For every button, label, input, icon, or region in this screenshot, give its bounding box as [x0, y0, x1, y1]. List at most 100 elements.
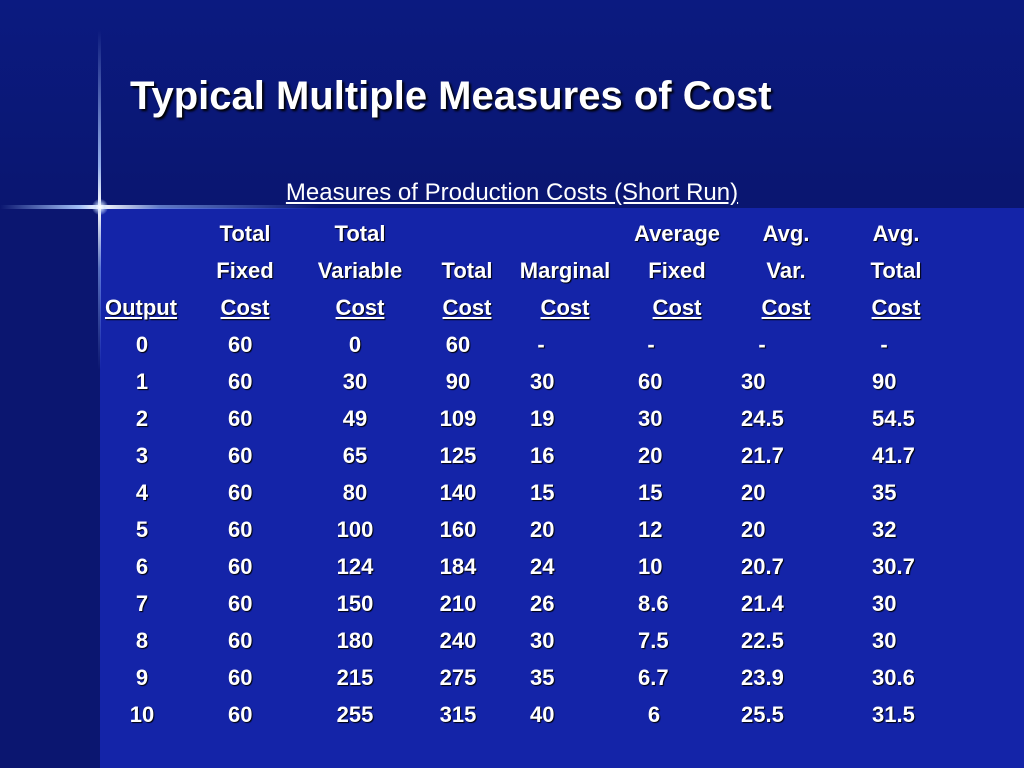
- column-header: Avg.: [872, 221, 920, 246]
- table-cell: 30: [638, 406, 663, 431]
- table-cell: 20.7: [741, 554, 784, 579]
- table-cell: 8: [135, 628, 149, 653]
- column-header: Variable: [317, 258, 403, 283]
- table-cell: 7: [135, 591, 149, 616]
- table-cell: 20: [741, 480, 766, 505]
- table-cell: 60: [228, 406, 253, 431]
- table-cell: 21.7: [741, 443, 784, 468]
- background-left-strip: [0, 208, 100, 768]
- column-header: Var.: [766, 258, 806, 283]
- table-cell: 31.5: [872, 702, 915, 727]
- table-cell: 240: [439, 628, 477, 653]
- table-cell: 10: [638, 554, 663, 579]
- table-cell: 6: [647, 702, 661, 727]
- column-header: Avg.: [762, 221, 810, 246]
- table-cell: 8.6: [638, 591, 669, 616]
- table-cell: 100: [336, 517, 374, 542]
- table-cell: 65: [342, 443, 368, 468]
- table-cell: 24: [530, 554, 555, 579]
- table-cell: 23.9: [741, 665, 784, 690]
- table-cell: 9: [135, 665, 149, 690]
- table-cell: 60: [638, 369, 663, 394]
- table-cell: 4: [135, 480, 149, 505]
- background-panel: [100, 208, 1024, 768]
- table-cell: 30: [530, 369, 555, 394]
- table-cell: 20: [530, 517, 555, 542]
- table-cell: 1: [135, 369, 149, 394]
- table-cell: 255: [336, 702, 374, 727]
- column-header: Cost: [540, 295, 590, 320]
- column-header: Cost: [871, 295, 921, 320]
- column-header: Total: [334, 221, 386, 246]
- column-header: Cost: [442, 295, 492, 320]
- table-cell: 0: [135, 332, 149, 357]
- table-cell: 150: [336, 591, 374, 616]
- table-cell: 124: [336, 554, 374, 579]
- table-cell: 60: [228, 591, 253, 616]
- table-cell: 30: [530, 628, 555, 653]
- column-header: Average: [633, 221, 721, 246]
- column-header: Cost: [335, 295, 385, 320]
- table-cell: 30: [872, 591, 897, 616]
- table-cell: 210: [439, 591, 477, 616]
- column-header: Output: [104, 295, 178, 320]
- table-cell: 140: [439, 480, 477, 505]
- slide-title: Typical Multiple Measures of Cost: [130, 74, 772, 118]
- table-cell: 20: [741, 517, 766, 542]
- table-cell: 35: [872, 480, 897, 505]
- table-cell: 16: [530, 443, 555, 468]
- table-cell: 30.6: [872, 665, 915, 690]
- table-cell: 10: [129, 702, 155, 727]
- table-cell: -: [647, 332, 655, 357]
- table-cell: 32: [872, 517, 897, 542]
- column-header: Fixed: [216, 258, 274, 283]
- table-cell: 25.5: [741, 702, 784, 727]
- table-cell: 19: [530, 406, 555, 431]
- column-header: Fixed: [648, 258, 706, 283]
- table-cell: 30.7: [872, 554, 915, 579]
- column-header: Total: [219, 221, 271, 246]
- table-cell: 60: [228, 665, 253, 690]
- table-cell: 24.5: [741, 406, 784, 431]
- table-cell: 90: [445, 369, 471, 394]
- table-cell: 12: [638, 517, 663, 542]
- table-cell: 6: [135, 554, 149, 579]
- column-header: Cost: [220, 295, 270, 320]
- table-cell: 184: [439, 554, 477, 579]
- column-header: Marginal: [519, 258, 611, 283]
- table-cell: 60: [228, 332, 253, 357]
- table-cell: 60: [228, 517, 253, 542]
- table-cell: 3: [135, 443, 149, 468]
- table-cell: 60: [228, 480, 253, 505]
- table-cell: 2: [135, 406, 149, 431]
- column-header: Total: [870, 258, 922, 283]
- table-cell: 40: [530, 702, 555, 727]
- table-cell: 7.5: [638, 628, 669, 653]
- table-cell: 60: [228, 628, 253, 653]
- table-cell: 180: [336, 628, 374, 653]
- table-cell: 30: [342, 369, 368, 394]
- table-cell: 109: [439, 406, 477, 431]
- table-cell: 41.7: [872, 443, 915, 468]
- table-cell: 60: [228, 369, 253, 394]
- light-flare-core: [92, 199, 108, 215]
- table-cell: -: [880, 332, 888, 357]
- table-cell: 275: [439, 665, 477, 690]
- table-cell: 215: [336, 665, 374, 690]
- table-cell: 30: [872, 628, 897, 653]
- column-header: Total: [441, 258, 493, 283]
- table-cell: 160: [439, 517, 477, 542]
- background-top: [0, 0, 1024, 208]
- table-cell: 60: [228, 702, 253, 727]
- column-header: Cost: [652, 295, 702, 320]
- table-cell: -: [758, 332, 766, 357]
- table-cell: 60: [228, 554, 253, 579]
- table-cell: 21.4: [741, 591, 784, 616]
- table-cell: 5: [135, 517, 149, 542]
- table-cell: 54.5: [872, 406, 915, 431]
- table-cell: 80: [342, 480, 368, 505]
- table-cell: -: [537, 332, 545, 357]
- table-cell: 15: [530, 480, 555, 505]
- table-cell: 6.7: [638, 665, 669, 690]
- table-cell: 30: [741, 369, 766, 394]
